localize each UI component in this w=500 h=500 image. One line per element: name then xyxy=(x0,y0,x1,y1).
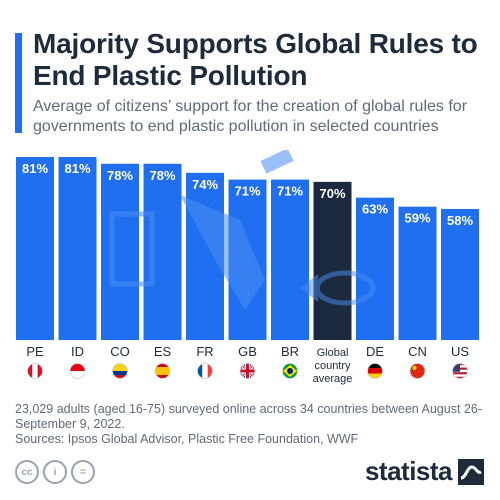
bar-pe[interactable] xyxy=(16,157,54,340)
indonesia-flag-icon xyxy=(69,363,86,379)
category-label: PE xyxy=(26,344,44,359)
bars-group xyxy=(16,157,479,340)
no-derivatives-icon[interactable]: = xyxy=(71,460,95,484)
bar-cn[interactable] xyxy=(398,206,437,340)
sources-line: Sources: Ipsos Global Advisor, Plastic F… xyxy=(15,432,359,446)
survey-note: 23,029 adults (aged 16-75) surveyed onli… xyxy=(15,402,482,431)
value-label: 78% xyxy=(107,168,133,183)
value-label: 59% xyxy=(404,211,430,226)
colombia-flag-icon xyxy=(112,363,128,379)
category-label: US xyxy=(451,344,469,359)
bar-us[interactable] xyxy=(441,208,479,340)
category-label: FR xyxy=(196,344,213,359)
chart-subtitle: Average of citizens’ support for the cre… xyxy=(33,98,468,135)
peru-flag-icon xyxy=(27,363,43,379)
bar-global-country-average[interactable] xyxy=(313,181,352,340)
value-label: 71% xyxy=(234,184,260,199)
usa-flag-icon xyxy=(452,363,468,379)
bar-br[interactable] xyxy=(271,179,309,340)
france-flag-icon xyxy=(197,363,213,379)
category-label: DE xyxy=(366,344,384,359)
category-label: Global xyxy=(317,347,349,359)
bar-id[interactable] xyxy=(58,157,97,340)
category-label: average xyxy=(313,373,353,385)
category-label: ES xyxy=(154,344,172,359)
brazil-flag-icon xyxy=(282,363,298,379)
value-label: 70% xyxy=(319,186,345,201)
category-label: GB xyxy=(238,344,257,359)
value-label: 74% xyxy=(192,177,218,192)
bar-chart: 81% PE 81% ID 78% CO 78% ES 74% FR 71% GB 71% BR 70% Gl… xyxy=(0,150,500,390)
bar-co[interactable] xyxy=(101,163,139,340)
uk-flag-icon xyxy=(239,363,256,379)
value-label: 81% xyxy=(64,161,90,176)
category-label: CN xyxy=(408,344,427,359)
statista-wave-icon xyxy=(458,458,484,485)
bar-de[interactable] xyxy=(356,197,394,340)
category-label: country xyxy=(314,360,351,372)
value-label: 81% xyxy=(22,161,48,176)
license-icons: cc i = xyxy=(15,460,95,486)
category-label: BR xyxy=(281,344,299,359)
category-label: CO xyxy=(110,344,130,359)
value-label: 71% xyxy=(277,184,303,199)
bar-es[interactable] xyxy=(143,163,182,340)
fish-watermark xyxy=(300,270,376,306)
value-label: 63% xyxy=(362,202,388,217)
brand-logo[interactable]: statista xyxy=(365,456,484,487)
value-label: 78% xyxy=(149,168,175,183)
category-label: ID xyxy=(71,344,84,359)
china-flag-icon xyxy=(409,363,426,379)
title-accent-bar xyxy=(15,33,22,133)
value-label: 58% xyxy=(447,213,473,228)
spain-flag-icon xyxy=(154,363,171,379)
germany-flag-icon xyxy=(367,363,383,379)
chart-title: Majority Supports Global Rules to End Pl… xyxy=(33,28,478,91)
bar-chart-canvas: 81% PE 81% ID 78% CO 78% ES 74% FR 71% GB 71% BR 70% Gl… xyxy=(16,150,479,385)
plastic-bottle-watermark xyxy=(109,150,294,310)
brand-name: statista xyxy=(364,456,453,486)
attribution-icon[interactable]: i xyxy=(43,460,67,484)
creative-commons-icon[interactable]: cc xyxy=(15,460,39,484)
